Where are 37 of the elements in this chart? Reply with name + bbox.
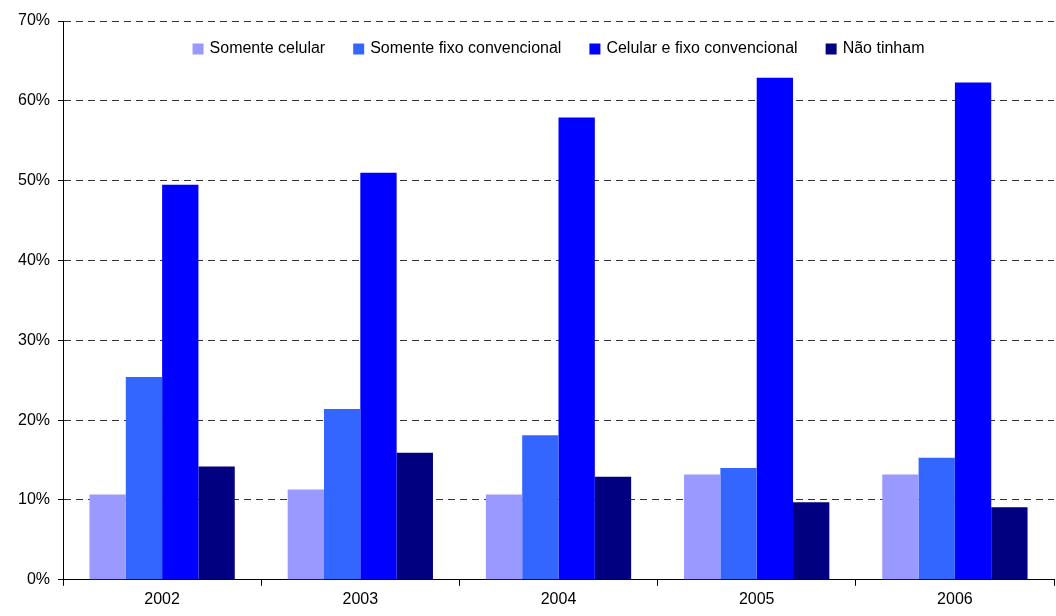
x-tick-label: 2005	[738, 589, 775, 607]
bar	[882, 474, 919, 580]
bar	[162, 184, 199, 580]
y-tick-label: 60%	[17, 91, 51, 109]
bar	[954, 82, 992, 580]
legend-label: Somente fixo convencional	[370, 39, 562, 57]
y-tick-label: 10%	[17, 490, 51, 508]
legend-label: Não tinham	[842, 39, 925, 57]
x-tick-label: 2004	[540, 589, 577, 607]
bar	[360, 172, 397, 580]
x-tick-label: 2002	[144, 589, 181, 607]
y-tick-label: 0%	[26, 570, 51, 588]
y-tick-label: 30%	[17, 330, 51, 348]
bar	[918, 457, 955, 580]
y-tick-label: 70%	[17, 11, 51, 29]
bar	[793, 502, 830, 580]
y-tick-label: 50%	[17, 171, 51, 189]
bar	[522, 435, 559, 580]
bar	[756, 77, 794, 580]
x-tick-label: 2003	[342, 589, 379, 607]
bar	[558, 117, 595, 580]
bar	[125, 377, 163, 580]
bar	[720, 468, 757, 580]
y-tick-label: 20%	[17, 410, 51, 428]
y-tick-label: 40%	[17, 250, 51, 268]
bar	[198, 466, 235, 580]
bar	[485, 494, 523, 580]
legend-label: Celular e fixo convencional	[606, 39, 798, 57]
bar	[684, 474, 721, 580]
bar	[991, 507, 1028, 580]
bar	[324, 408, 361, 580]
bar	[396, 452, 433, 580]
bar	[287, 489, 324, 580]
bar	[89, 494, 126, 580]
x-tick-label: 2006	[937, 589, 973, 607]
bar	[594, 476, 632, 580]
legend-label: Somente celular	[209, 39, 326, 57]
